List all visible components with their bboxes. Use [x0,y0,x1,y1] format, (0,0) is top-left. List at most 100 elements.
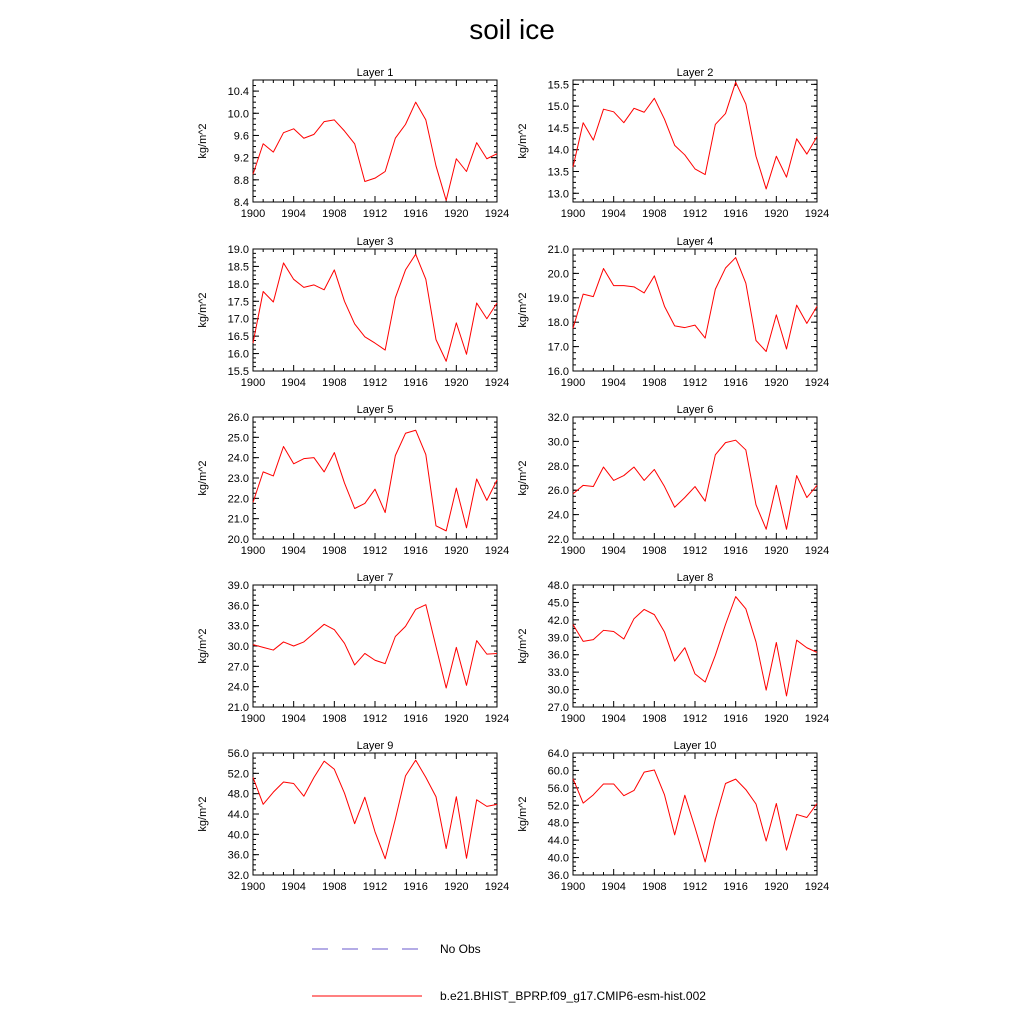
y-tick-label-layer-8: 30.0 [548,685,569,697]
y-tick-label-layer-2: 13.5 [548,167,569,179]
x-tick-label-layer-1: 1920 [444,208,468,220]
panel-title-layer-6: Layer 6 [677,404,714,416]
x-tick-label-layer-2: 1924 [805,208,829,220]
panel-title-layer-2: Layer 2 [677,67,714,79]
panel-layer-6: Layer 6 1900 1904 1908 1912 1916 1920 1924 22.0 2… [517,404,829,557]
y-tick-label-layer-6: 26.0 [548,485,569,497]
x-tick-label-layer-2: 1904 [601,208,625,220]
x-tick-label-layer-7: 1924 [485,713,509,725]
y-tick-label-layer-8: 45.0 [548,597,569,609]
y-tick-label-layer-9: 36.0 [228,850,249,862]
panel-layer-5: Layer 5 1900 1904 1908 1912 1916 1920 1924 20.0 2… [197,404,509,557]
y-axis-label-layer-10: kg/m^2 [517,796,529,831]
y-tick-label-layer-6: 32.0 [548,412,569,424]
x-tick-label-layer-2: 1900 [561,208,585,220]
x-tick-label-layer-2: 1916 [723,208,747,220]
panel-layer-8: Layer 8 1900 1904 1908 1912 1916 1920 1924 27.0 3… [517,572,829,725]
panel-title-layer-9: Layer 9 [357,740,394,752]
y-tick-label-layer-3: 17.5 [228,296,249,308]
y-tick-label-layer-5: 22.0 [228,493,249,505]
x-tick-label-layer-8: 1920 [764,713,788,725]
x-tick-label-layer-3: 1916 [403,377,427,389]
x-tick-label-layer-4: 1912 [683,377,707,389]
x-tick-label-layer-4: 1920 [764,377,788,389]
y-tick-label-layer-9: 32.0 [228,870,249,882]
y-axis-label-layer-3: kg/m^2 [197,292,209,327]
y-tick-label-layer-9: 44.0 [228,809,249,821]
x-tick-label-layer-4: 1924 [805,377,829,389]
y-tick-label-layer-1: 9.2 [234,153,249,165]
series-line-layer-6-0 [572,439,818,530]
x-tick-label-layer-9: 1924 [485,881,509,893]
y-tick-label-layer-10: 44.0 [548,835,569,847]
legend-item-model: b.e21.BHIST_BPRP.f09_g17.CMIP6-esm-hist.… [312,989,706,1003]
plot-frame-layer-4 [572,248,818,372]
x-tick-label-layer-2: 1908 [642,208,666,220]
x-tick-label-layer-4: 1916 [723,377,747,389]
x-tick-label-layer-7: 1920 [444,713,468,725]
x-tick-label-layer-8: 1908 [642,713,666,725]
x-tick-label-layer-1: 1900 [241,208,265,220]
x-tick-label-layer-10: 1916 [723,881,747,893]
y-tick-label-layer-5: 26.0 [228,412,249,424]
y-tick-label-layer-3: 18.0 [228,279,249,291]
x-tick-label-layer-1: 1904 [281,208,305,220]
x-tick-label-layer-4: 1904 [601,377,625,389]
y-tick-label-layer-8: 36.0 [548,650,569,662]
series-line-layer-2-0 [572,81,818,190]
series-line-layer-3-0 [252,253,498,362]
plot-frame-layer-5 [252,416,498,540]
x-tick-label-layer-1: 1912 [363,208,387,220]
plot-frame-layer-6 [572,416,818,540]
plot-frame-layer-9 [252,752,498,876]
y-tick-label-layer-6: 24.0 [548,510,569,522]
y-axis-label-layer-9: kg/m^2 [197,796,209,831]
plot-frame-layer-8 [572,584,818,708]
panel-title-layer-10: Layer 10 [674,740,717,752]
x-tick-label-layer-6: 1904 [601,545,625,557]
panel-layer-10: Layer 10 1900 1904 1908 1912 1916 1920 1924 36.0… [517,740,829,893]
panel-title-layer-4: Layer 4 [677,236,714,248]
figure-title: soil ice [469,14,555,45]
y-tick-label-layer-6: 22.0 [548,534,569,546]
y-tick-label-layer-9: 56.0 [228,748,249,760]
panel-title-layer-3: Layer 3 [357,236,394,248]
x-tick-label-layer-5: 1924 [485,545,509,557]
y-tick-label-layer-4: 19.0 [548,293,569,305]
x-tick-label-layer-2: 1920 [764,208,788,220]
panel-layer-1: Layer 1 1900 1904 1908 1912 1916 1920 1924 8.4 8.… [197,67,509,220]
x-tick-label-layer-10: 1908 [642,881,666,893]
y-axis-label-layer-6: kg/m^2 [517,460,529,495]
plot-frame-layer-10 [572,752,818,876]
x-tick-label-layer-6: 1912 [683,545,707,557]
y-tick-label-layer-3: 16.0 [228,349,249,361]
x-tick-label-layer-9: 1908 [322,881,346,893]
y-tick-label-layer-1: 10.0 [228,108,249,120]
x-tick-label-layer-7: 1916 [403,713,427,725]
y-axis-label-layer-8: kg/m^2 [517,628,529,663]
x-tick-label-layer-9: 1912 [363,881,387,893]
y-axis-label-layer-1: kg/m^2 [197,123,209,158]
x-tick-label-layer-1: 1924 [485,208,509,220]
x-tick-label-layer-10: 1900 [561,881,585,893]
x-tick-label-layer-3: 1912 [363,377,387,389]
x-tick-label-layer-5: 1920 [444,545,468,557]
y-tick-label-layer-1: 8.4 [234,197,249,209]
panel-layer-4: Layer 4 1900 1904 1908 1912 1916 1920 1924 16.0 1… [517,236,829,389]
x-tick-label-layer-8: 1900 [561,713,585,725]
y-axis-label-layer-4: kg/m^2 [517,292,529,327]
x-tick-label-layer-10: 1924 [805,881,829,893]
legend-label-model: b.e21.BHIST_BPRP.f09_g17.CMIP6-esm-hist.… [440,989,706,1003]
x-tick-label-layer-6: 1916 [723,545,747,557]
x-tick-label-layer-8: 1912 [683,713,707,725]
y-tick-label-layer-8: 48.0 [548,580,569,592]
y-tick-label-layer-6: 28.0 [548,461,569,473]
legend-swatch-no-obs [312,948,420,950]
y-tick-label-layer-4: 16.0 [548,366,569,378]
y-tick-label-layer-1: 9.6 [234,130,249,142]
y-tick-label-layer-1: 8.8 [234,175,249,187]
x-tick-label-layer-5: 1912 [363,545,387,557]
y-tick-label-layer-4: 18.0 [548,317,569,329]
x-tick-label-layer-9: 1900 [241,881,265,893]
y-tick-label-layer-7: 30.0 [228,641,249,653]
